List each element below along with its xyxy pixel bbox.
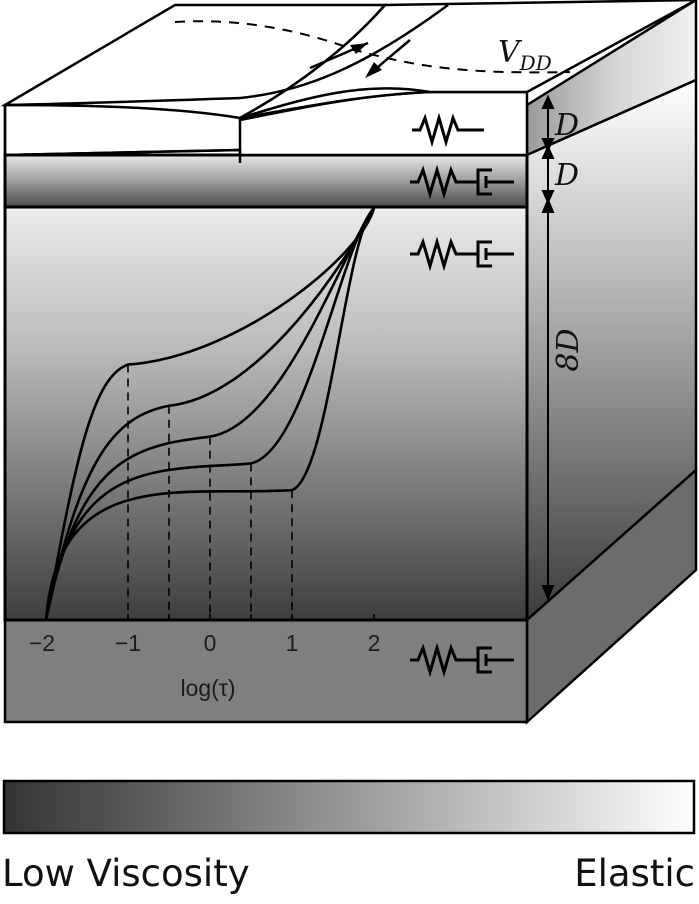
curve-2 <box>44 207 376 621</box>
spring-dashpot-icon <box>410 236 514 272</box>
side-face <box>525 0 698 725</box>
axis-tick-label: 0 <box>204 630 217 656</box>
fault-velocity-label: VDD <box>498 35 552 75</box>
top-surface: VDD <box>0 0 697 120</box>
viscosity-legend-bar <box>2 779 696 835</box>
curve-0 <box>44 207 376 621</box>
slip-arrows-icon <box>309 39 411 78</box>
viscoelastic-middle-layer <box>3 205 529 622</box>
axis-tick-label: −1 <box>115 630 141 656</box>
curve-4 <box>44 207 375 621</box>
thickness-markers <box>541 94 555 601</box>
axis-label: log(τ) <box>180 675 235 701</box>
spring-icon <box>412 112 484 148</box>
legend-left-label: Low Viscosity <box>2 852 250 895</box>
curve-1 <box>44 207 376 621</box>
axis-tick-labels: −2 −1 0 1 2 <box>29 614 381 656</box>
curve-3 <box>44 207 375 621</box>
axis-tick-label: 1 <box>286 630 299 656</box>
axis-tick-label: 2 <box>368 630 381 656</box>
relaxation-curves <box>44 207 376 621</box>
front-face <box>3 90 529 724</box>
thickness-label-upper: D <box>554 108 579 143</box>
thickness-label-middle: 8D <box>551 328 586 371</box>
legend-right-label: Elastic <box>574 852 695 895</box>
spring-dashpot-icon <box>410 642 514 678</box>
axis-tick-label: −2 <box>29 630 55 656</box>
spring-dashpot-icon <box>410 164 514 200</box>
thickness-label-thin: D <box>554 158 579 193</box>
bottom-layer <box>3 618 529 724</box>
